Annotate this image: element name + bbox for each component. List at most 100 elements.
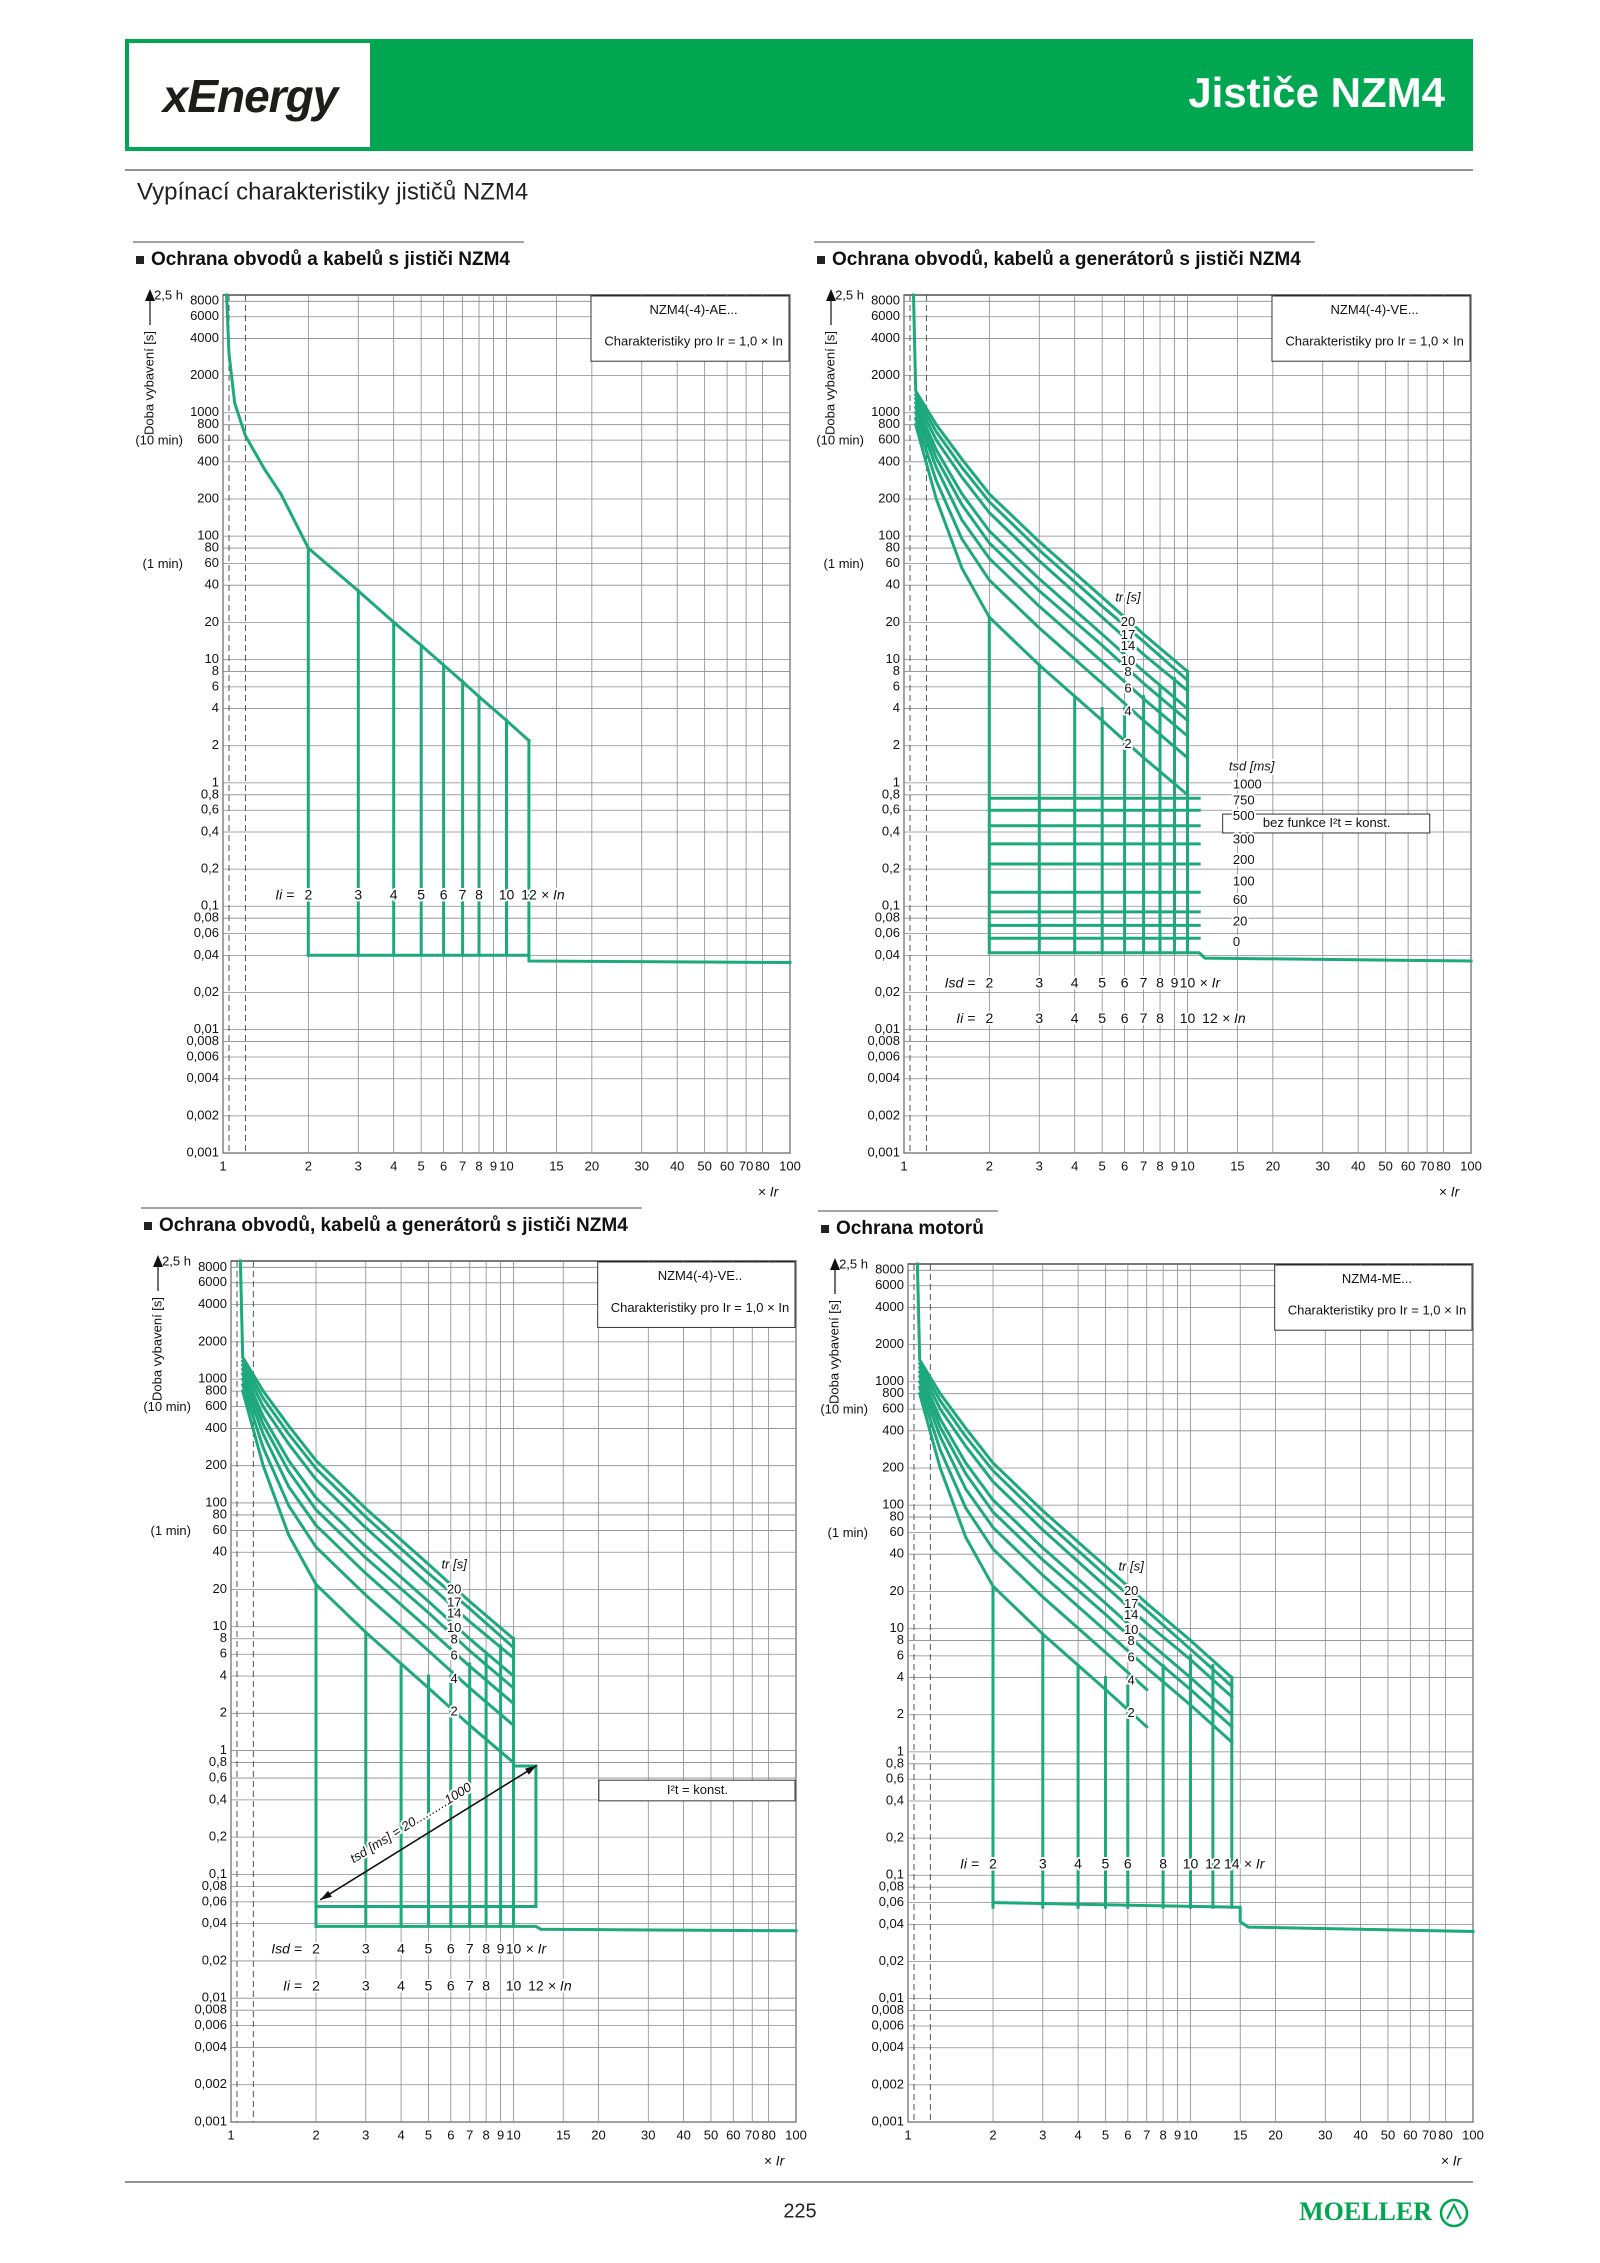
y-tick-label: 100 <box>197 528 219 543</box>
curve <box>913 416 1190 760</box>
row-name: Ii = <box>283 1978 302 1994</box>
row-label: 2 <box>312 1978 320 1994</box>
x-tick-label: 7 <box>466 2127 473 2142</box>
row-label: 7 <box>466 1978 474 1994</box>
y-tick-label: 0,002 <box>867 1107 900 1122</box>
box-title: NZM4(-4)-VE... <box>1331 302 1419 317</box>
y-tick-label: 2000 <box>871 367 900 382</box>
y-tick-label: 6 <box>212 678 219 693</box>
x-tick-label: 3 <box>355 1158 362 1173</box>
y-tick-label: 0,1 <box>886 1867 904 1882</box>
x-tick-label: 6 <box>1124 2127 1131 2142</box>
box-title: NZM4-ME... <box>1342 1271 1412 1286</box>
row-suffix: × Ir <box>526 1941 548 1957</box>
row-label: 12 <box>528 1978 544 1994</box>
y-tick-label: 400 <box>878 453 900 468</box>
y-tick-label: 0,04 <box>194 947 219 962</box>
y-tick-label: 10 <box>213 1618 227 1633</box>
x-tick-label: 6 <box>447 2127 454 2142</box>
tr-heading: tr [s] <box>442 1556 468 1571</box>
y-tick-label: 80 <box>205 540 219 555</box>
y-tick-label: 2 <box>212 737 219 752</box>
tsd-label: 100 <box>1233 873 1255 888</box>
x-tick-label: 40 <box>676 2127 690 2142</box>
curve <box>913 410 1190 739</box>
chart-heading: Ochrana motorů <box>836 1218 984 1239</box>
curve <box>240 1362 516 1661</box>
y-tick-label: 8000 <box>871 293 900 308</box>
y-tick-label: 4 <box>220 1667 227 1682</box>
x-axis-label: × Ir <box>1441 2153 1463 2169</box>
row-label: 12 <box>521 886 537 902</box>
curve <box>240 1372 516 1691</box>
y-tick-label: 0,08 <box>879 1879 904 1894</box>
y-tick-label: 600 <box>882 1401 904 1416</box>
y-tick-label: 0,6 <box>882 802 900 817</box>
y-tick-label: 6000 <box>871 308 900 323</box>
row-label: 12 <box>1202 1010 1218 1026</box>
y-tick-label: 0,4 <box>209 1791 227 1806</box>
y-tick-label: 0,06 <box>202 1893 227 1908</box>
tr-label: 17 <box>1124 1596 1138 1611</box>
tr-label: 17 <box>1121 627 1135 642</box>
row-label: 3 <box>1035 1010 1043 1026</box>
y-axis-label: Doba vybavení [s] <box>826 1300 841 1404</box>
y-tick-label: 0,04 <box>202 1915 227 1930</box>
range-arrow <box>319 1764 538 1901</box>
tr-label: 17 <box>447 1594 461 1609</box>
x-tick-label: 15 <box>1230 1158 1244 1173</box>
row-label: 4 <box>1071 1010 1079 1026</box>
page-number: 225 <box>783 2200 816 2222</box>
x-tick-label: 15 <box>556 2127 570 2142</box>
tr-label: 14 <box>447 1605 461 1620</box>
chart-heading: Ochrana obvodů, kabelů a generátorů s ji… <box>159 1215 628 1236</box>
y-tick-label: 80 <box>213 1506 227 1521</box>
tr-heading: tr [s] <box>1119 1558 1145 1573</box>
y-tick-label: 0,08 <box>875 910 900 925</box>
x-tick-label: 100 <box>779 1158 801 1173</box>
x-tick-label: 10 <box>1183 2127 1197 2142</box>
axis-arrow <box>826 289 836 301</box>
y-tick-label: 200 <box>197 490 219 505</box>
curve <box>240 1382 516 1728</box>
axis-arrow <box>830 1258 840 1270</box>
y-tick-label: 40 <box>205 577 219 592</box>
x-tick-label: 7 <box>459 1158 466 1173</box>
x-tick-label: 30 <box>1316 1158 1330 1173</box>
row-label: 3 <box>1039 1855 1047 1871</box>
heading-bullet <box>144 1222 152 1230</box>
tr-label: 4 <box>451 1671 458 1686</box>
row-label: 3 <box>354 886 362 902</box>
y-note: (1 min) <box>824 556 864 571</box>
note-box <box>1222 813 1431 834</box>
brand-icon-mark <box>1446 2202 1462 2220</box>
x-tick-label: 40 <box>670 1158 684 1173</box>
y-tick-label: 1 <box>893 774 900 789</box>
x-tick-label: 80 <box>1436 1158 1450 1173</box>
x-tick-label: 4 <box>1074 2127 1081 2142</box>
row-label: 2 <box>985 975 993 991</box>
x-tick-label: 7 <box>1140 1158 1147 1173</box>
y-tick-label: 200 <box>878 490 900 505</box>
row-label: 7 <box>1140 1010 1148 1026</box>
y-tick-label: 1000 <box>198 1371 227 1386</box>
row-label: 9 <box>1171 975 1179 991</box>
curve <box>917 1385 1149 1692</box>
y-tick-label: 0,6 <box>201 802 219 817</box>
row-label: 8 <box>475 886 483 902</box>
y-tick-label: 0,008 <box>867 1033 900 1048</box>
y-tick-label: 0,004 <box>194 2039 227 2054</box>
y-tick-label: 0,006 <box>186 1048 219 1063</box>
x-tick-label: 70 <box>1420 1158 1434 1173</box>
y-tick-label: 0,006 <box>194 2017 227 2032</box>
y-tick-label: 0,8 <box>882 786 900 801</box>
x-tick-label: 30 <box>1318 2127 1332 2142</box>
curve <box>240 1367 516 1679</box>
y-tick-label: 0,002 <box>186 1107 219 1122</box>
tsd-label: 500 <box>1233 808 1255 823</box>
row-label: 4 <box>1074 1855 1082 1871</box>
y-tick-label: 2000 <box>875 1336 904 1351</box>
row-name: Ii = <box>956 1010 975 1026</box>
y-tick-label: 0,1 <box>882 898 900 913</box>
